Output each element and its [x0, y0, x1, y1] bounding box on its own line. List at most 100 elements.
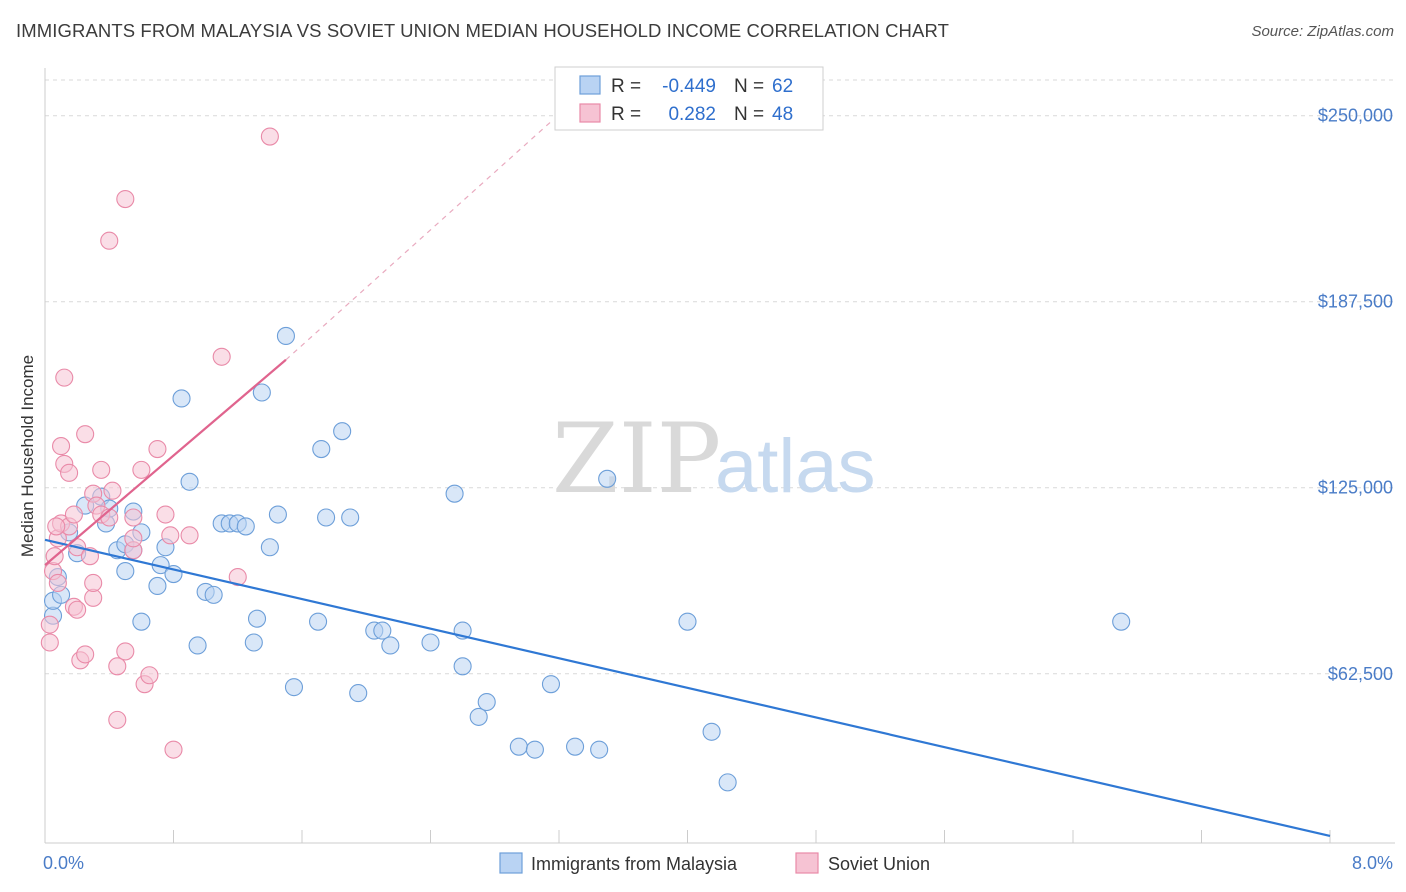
legend-r-label-2: R =: [611, 104, 641, 125]
watermark-zip: ZIP: [552, 403, 721, 515]
series-legend-swatch-pink: [795, 852, 819, 874]
y-tick-label: $187,500: [1318, 292, 1393, 312]
point-soviet: [116, 189, 135, 209]
point-malaysia: [373, 621, 392, 640]
point-soviet: [164, 740, 183, 759]
point-malaysia: [132, 612, 151, 631]
point-malaysia: [469, 707, 488, 726]
point-soviet: [140, 666, 159, 685]
point-soviet: [40, 633, 59, 652]
x-tick-label-min: 0.0%: [43, 853, 84, 873]
point-malaysia: [276, 326, 295, 346]
legend-r-label-1: R =: [611, 76, 641, 97]
point-malaysia: [1112, 612, 1131, 631]
point-malaysia: [236, 517, 255, 536]
series-legend: Immigrants from Malaysia Soviet Union: [499, 852, 930, 874]
point-soviet: [68, 600, 87, 619]
y-axis-label: Median Household Income: [18, 355, 37, 557]
point-soviet: [55, 368, 74, 387]
point-malaysia: [333, 422, 352, 441]
series-legend-swatch-blue: [499, 852, 523, 874]
point-malaysia: [188, 636, 207, 655]
chart-title: IMMIGRANTS FROM MALAYSIA VS SOVIET UNION…: [16, 20, 949, 41]
point-malaysia: [252, 383, 271, 402]
point-malaysia: [453, 657, 472, 676]
point-malaysia: [284, 678, 304, 697]
watermark-atlas: atlas: [715, 424, 876, 509]
point-soviet: [60, 463, 79, 482]
point-malaysia: [341, 508, 360, 527]
point-malaysia: [244, 633, 263, 652]
y-tick-label: $62,500: [1328, 664, 1393, 684]
point-soviet: [48, 573, 67, 593]
stats-legend: R = -0.449 N = 62 R = 0.282 N = 48: [554, 66, 824, 131]
y-tick-label: $125,000: [1318, 478, 1393, 498]
point-soviet: [161, 526, 180, 545]
source-label: Source: ZipAtlas.com: [1251, 23, 1394, 40]
point-malaysia: [247, 609, 267, 628]
trend-line-soviet: [44, 358, 287, 566]
y-tick-label: $250,000: [1318, 106, 1393, 126]
legend-n-value-2: 48: [772, 104, 793, 125]
legend-n-value-1: 62: [772, 76, 793, 97]
point-malaysia: [309, 612, 328, 631]
point-soviet: [84, 573, 103, 593]
point-soviet: [180, 526, 199, 545]
point-soviet: [156, 505, 175, 524]
point-malaysia: [172, 389, 191, 408]
point-soviet: [47, 517, 66, 536]
point-malaysia: [116, 562, 135, 581]
point-malaysia: [678, 612, 697, 631]
point-malaysia: [204, 585, 223, 604]
point-soviet: [108, 710, 127, 729]
point-soviet: [212, 347, 231, 366]
point-malaysia: [180, 472, 199, 491]
axis-layer: $62,500 $125,000 $187,500 $250,000 0.0% 8.0%: [43, 68, 1395, 873]
point-soviet: [64, 505, 83, 524]
trend-line-malaysia: [44, 538, 1331, 838]
point-soviet: [124, 508, 143, 527]
point-malaysia: [260, 538, 279, 557]
point-soviet: [100, 231, 119, 250]
point-malaysia: [509, 737, 528, 756]
point-malaysia: [445, 484, 464, 503]
point-malaysia: [312, 439, 331, 459]
point-malaysia: [148, 576, 167, 596]
point-malaysia: [349, 684, 368, 703]
point-malaysia: [598, 469, 617, 488]
point-malaysia: [421, 633, 440, 652]
point-soviet: [52, 437, 71, 456]
legend-n-label-1: N =: [734, 76, 764, 97]
point-soviet: [76, 425, 95, 444]
legend-r-value-2: 0.282: [668, 104, 716, 125]
point-soviet: [116, 642, 135, 661]
point-soviet: [76, 645, 95, 664]
point-malaysia: [317, 508, 336, 527]
x-tick-label-max: 8.0%: [1352, 853, 1393, 873]
point-soviet: [40, 615, 59, 634]
point-malaysia: [718, 773, 737, 792]
legend-swatch-blue: [579, 75, 601, 95]
point-malaysia: [525, 740, 544, 759]
point-soviet: [132, 460, 151, 479]
point-soviet: [92, 460, 111, 479]
trend-layer: [44, 121, 1331, 838]
point-malaysia: [566, 737, 585, 756]
point-malaysia: [702, 722, 721, 741]
point-malaysia: [541, 675, 561, 694]
legend-r-value-1: -0.449: [662, 76, 716, 97]
trend-line-soviet-extension: [285, 121, 552, 361]
point-soviet: [108, 657, 127, 676]
point-soviet: [228, 567, 247, 587]
point-soviet: [260, 127, 279, 146]
legend-swatch-pink: [579, 103, 601, 123]
series-legend-label-soviet: Soviet Union: [828, 854, 930, 874]
point-malaysia: [590, 740, 609, 759]
point-soviet: [148, 439, 167, 459]
point-soviet: [124, 529, 143, 548]
grid-layer: [45, 79, 1395, 675]
point-malaysia: [381, 636, 400, 655]
point-soviet: [103, 481, 122, 500]
series-legend-label-malaysia: Immigrants from Malaysia: [531, 854, 738, 874]
